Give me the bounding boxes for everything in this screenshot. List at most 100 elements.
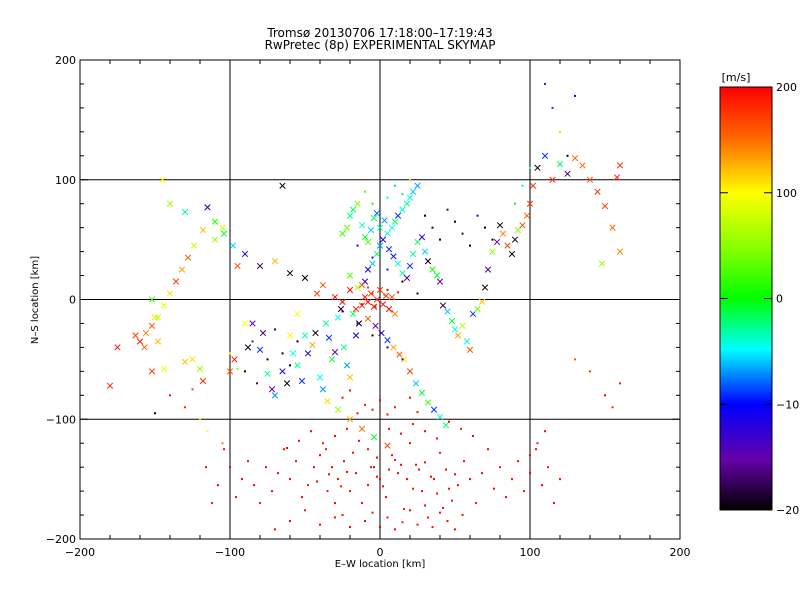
data-point-dot (454, 220, 456, 223)
data-point-cross (268, 386, 276, 393)
data-point-dot (461, 514, 464, 517)
data-point-dot (271, 490, 273, 493)
data-point-cross (385, 305, 393, 313)
data-point-dot (371, 511, 374, 514)
data-point-cross (346, 272, 354, 279)
data-point-cross (334, 406, 342, 413)
data-point-dot (373, 466, 375, 469)
data-point-dot (451, 499, 453, 502)
data-point-dot (416, 292, 419, 295)
data-point-cross (229, 242, 237, 249)
x-axis-label: E–W location [km] (335, 559, 426, 570)
data-point-dot (514, 202, 516, 205)
data-point-dot (401, 280, 404, 283)
data-point-dot (371, 202, 374, 205)
data-point-dot (397, 291, 399, 294)
data-point-cross (231, 356, 238, 363)
data-point-dot (493, 487, 495, 490)
chart-subtitle: RwPretec (8p) EXPERIMENTAL SKYMAP (264, 38, 496, 52)
data-point-cross (529, 182, 537, 189)
data-point-cross (370, 434, 378, 441)
data-point-cross (358, 281, 366, 289)
data-point-dot (319, 523, 321, 526)
grid-lines (80, 60, 680, 539)
data-point-dot (454, 473, 456, 476)
data-point-cross (421, 248, 429, 255)
data-point-dot (379, 478, 381, 481)
data-point-cross (196, 365, 204, 373)
data-point-dot (274, 528, 276, 531)
data-point-dot (424, 504, 426, 507)
data-point-dot (574, 94, 576, 97)
data-point-cross (241, 320, 249, 327)
data-point-cross (160, 302, 168, 309)
data-point-cross (379, 301, 387, 308)
data-point-dot (334, 435, 336, 438)
data-point-cross (534, 164, 541, 171)
data-point-cross (549, 176, 556, 183)
data-point-dot (391, 310, 393, 313)
data-point-cross (241, 250, 249, 258)
data-point-dot (403, 508, 405, 511)
data-point-cross (379, 236, 387, 243)
colorbar-tick-label: 100 (776, 187, 797, 200)
data-point-cross (564, 170, 571, 177)
data-point-dot (409, 396, 411, 399)
data-point-dot (286, 446, 288, 449)
data-point-cross (390, 253, 397, 260)
colorbar-tick-label: 200 (776, 81, 797, 94)
data-point-cross (373, 250, 381, 258)
data-point-dot (442, 506, 444, 509)
data-point-cross (484, 266, 492, 273)
data-point-cross (418, 389, 426, 397)
colorbar-tick-label: −200 (776, 504, 800, 517)
data-point-cross (459, 322, 466, 329)
data-point-dot (406, 478, 408, 481)
data-point-cross (343, 224, 351, 231)
data-point-dot (283, 448, 285, 451)
x-tick-label: 100 (520, 546, 541, 559)
data-point-dot (341, 514, 344, 517)
data-point-dot (461, 232, 464, 235)
data-point-cross (376, 286, 384, 294)
data-point-dot (386, 346, 389, 349)
data-point-cross (339, 230, 346, 237)
data-point-dot (427, 516, 429, 519)
data-point-dot (259, 502, 261, 505)
data-point-dot (307, 484, 309, 487)
data-point-cross (391, 310, 399, 318)
data-point-cross (166, 290, 174, 297)
data-point-cross (418, 234, 426, 241)
data-point-cross (334, 314, 342, 321)
data-point-cross (244, 344, 252, 351)
data-point-cross (160, 365, 168, 373)
y-tick-label: −200 (46, 533, 76, 546)
data-point-dot (364, 190, 366, 193)
data-point-dot (356, 244, 359, 247)
data-point-dot (376, 456, 378, 459)
data-point-dot (340, 485, 342, 488)
data-point-cross (586, 176, 594, 183)
y-axis-label: N–S location [km] (30, 256, 41, 344)
data-point-dot (541, 484, 543, 487)
data-point-cross (358, 222, 366, 229)
data-point-cross (376, 242, 384, 249)
data-point-cross (316, 374, 324, 381)
data-point-dot (367, 484, 369, 487)
data-point-dot (469, 478, 471, 481)
data-point-dot (388, 468, 390, 471)
data-point-cross (372, 322, 379, 329)
data-point-cross (289, 350, 297, 357)
data-point-dot (343, 460, 345, 463)
data-point-cross (373, 210, 381, 217)
data-point-cross (148, 322, 156, 329)
data-point-dot (430, 475, 432, 478)
data-point-dot (409, 509, 411, 512)
data-point-cross (370, 214, 378, 222)
data-point-cross (322, 320, 330, 327)
data-point-dot (460, 427, 462, 430)
data-point-cross (324, 398, 331, 405)
data-point-dot (289, 364, 291, 367)
data-point-dot (367, 286, 369, 289)
data-point-cross (508, 250, 516, 258)
